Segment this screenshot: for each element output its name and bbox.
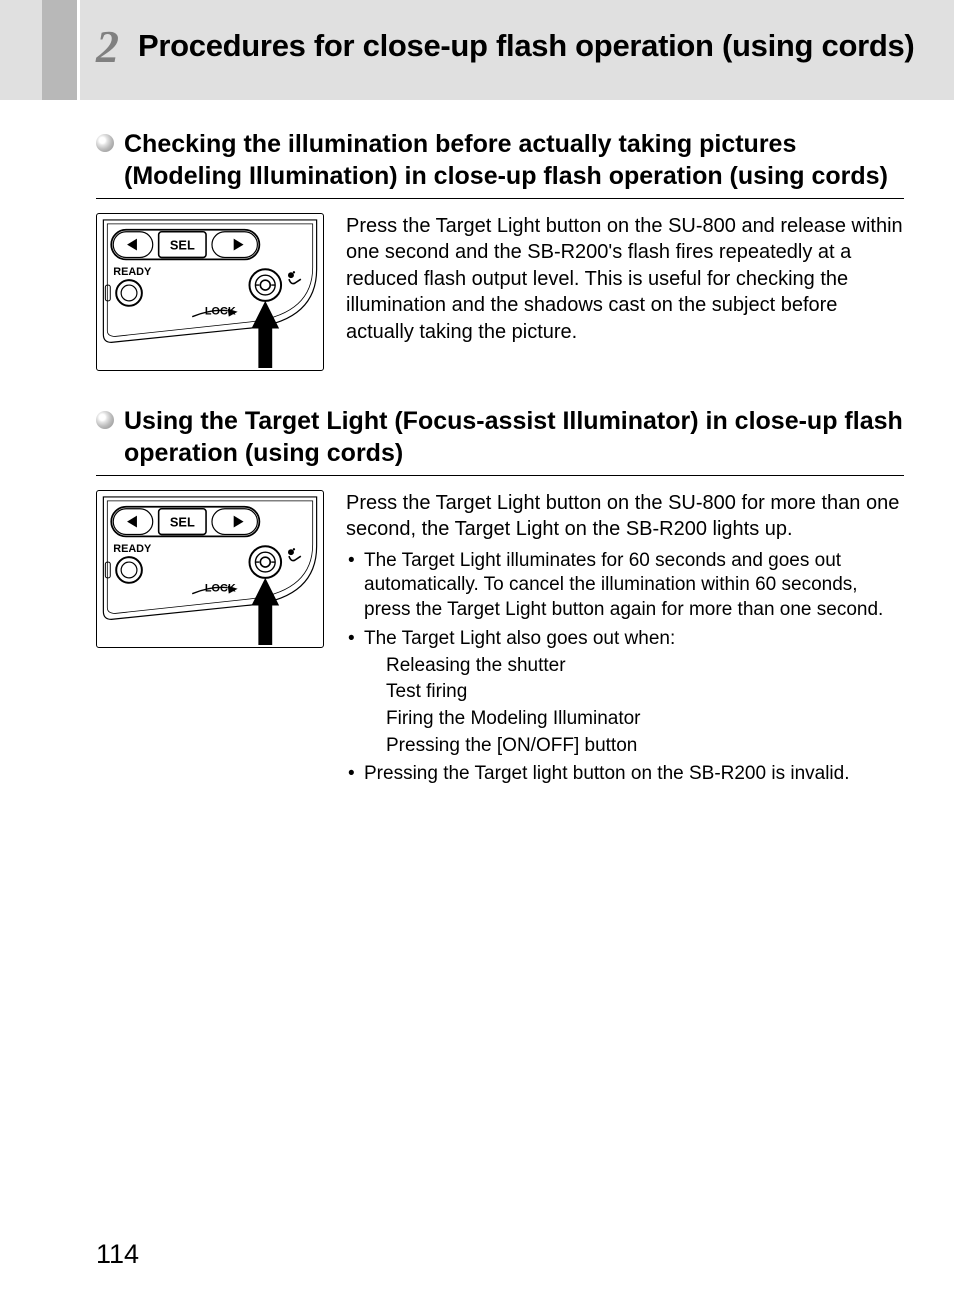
device-svg: SEL READY LOCK (97, 491, 323, 647)
arrow-up-icon (251, 578, 279, 645)
ready-label: READY (113, 266, 152, 278)
sub-list-item: Test firing (386, 680, 904, 705)
sel-label: SEL (170, 238, 195, 253)
section-rule (96, 198, 904, 199)
side-tab (42, 0, 80, 100)
section-body: SEL READY LOCK (96, 490, 904, 791)
device-illustration: SEL READY LOCK (96, 490, 324, 648)
section-title: Checking the illumination before actuall… (124, 128, 904, 192)
section-modeling-illumination: Checking the illumination before actuall… (96, 128, 904, 371)
section-body: SEL READY (96, 213, 904, 371)
sub-list-item: Firing the Modeling Illuminator (386, 707, 904, 732)
list-item: The Target Light also goes out when: Rel… (346, 627, 904, 758)
page: 2 Procedures for close-up flash operatio… (0, 0, 954, 1314)
arrow-up-icon (251, 301, 279, 368)
section-body-text: Press the Target Light button on the SU-… (346, 490, 904, 791)
sub-list-item: Releasing the shutter (386, 654, 904, 679)
list-item-text: The Target Light also goes out when: (364, 628, 675, 649)
section-target-light: Using the Target Light (Focus-assist Ill… (96, 405, 904, 791)
bullet-list: The Target Light illuminates for 60 seco… (346, 549, 904, 787)
sel-label: SEL (170, 515, 195, 530)
section-bullet-icon (96, 411, 114, 429)
section-body-text: Press the Target Light button on the SU-… (346, 213, 904, 345)
intro-text: Press the Target Light button on the SU-… (346, 490, 904, 543)
device-illustration: SEL READY (96, 213, 324, 371)
section-bullet-icon (96, 134, 114, 152)
header-band: 2 Procedures for close-up flash operatio… (0, 0, 954, 100)
chapter-number: 2 (96, 20, 119, 73)
section-rule (96, 475, 904, 476)
list-item: Pressing the Target light button on the … (346, 762, 904, 787)
ready-label: READY (113, 543, 152, 555)
page-number: 114 (96, 1239, 139, 1270)
section-heading: Using the Target Light (Focus-assist Ill… (96, 405, 904, 469)
section-heading: Checking the illumination before actuall… (96, 128, 904, 192)
device-svg: SEL READY (97, 214, 323, 370)
sub-list-item: Pressing the [ON/OFF] button (386, 734, 904, 759)
sub-list: Releasing the shutter Test firing Firing… (386, 654, 904, 759)
list-item: The Target Light illuminates for 60 seco… (346, 549, 904, 623)
chapter-title: Procedures for close-up flash operation … (138, 28, 914, 64)
section-title: Using the Target Light (Focus-assist Ill… (124, 405, 904, 469)
